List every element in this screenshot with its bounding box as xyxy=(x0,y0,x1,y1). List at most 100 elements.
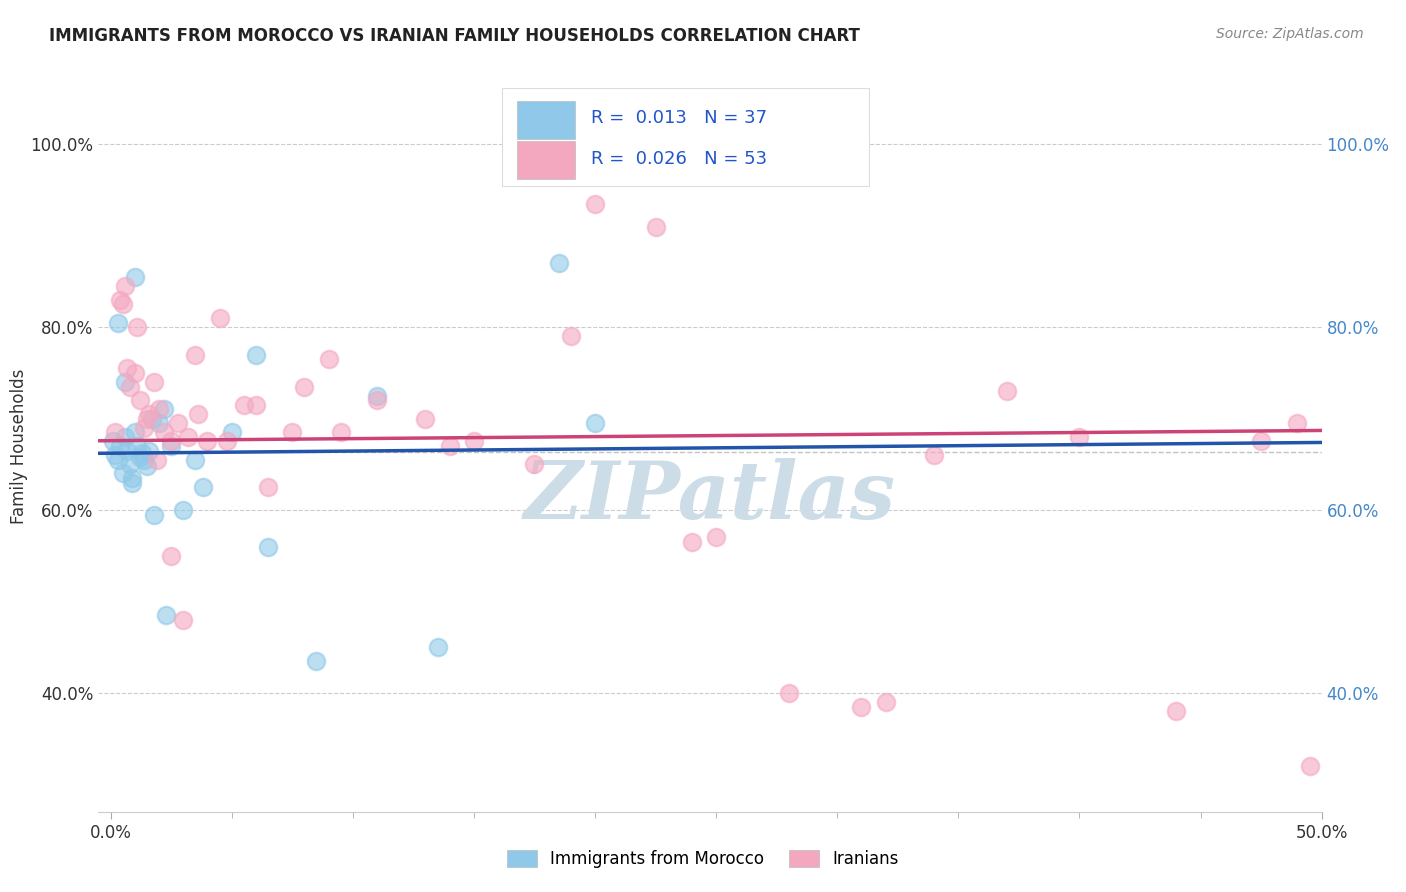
Point xyxy=(644,219,666,234)
Point xyxy=(135,459,157,474)
Point xyxy=(208,311,231,326)
Point xyxy=(1069,430,1091,444)
Point xyxy=(128,393,150,408)
Point xyxy=(104,448,127,462)
Point xyxy=(1286,416,1309,430)
Point xyxy=(172,613,194,627)
Point xyxy=(184,347,207,362)
Point xyxy=(1166,704,1188,718)
Point xyxy=(704,530,727,544)
FancyBboxPatch shape xyxy=(502,87,869,186)
Point xyxy=(131,446,153,460)
Point xyxy=(138,407,160,421)
Point xyxy=(155,608,177,623)
Point xyxy=(160,434,183,449)
Point xyxy=(148,416,170,430)
Point xyxy=(583,196,606,211)
Point xyxy=(104,425,127,440)
Point xyxy=(127,320,149,334)
Point xyxy=(875,695,897,709)
Point xyxy=(110,293,132,307)
Point xyxy=(366,393,388,408)
Point xyxy=(415,411,437,425)
Point xyxy=(167,416,190,430)
Text: IMMIGRANTS FROM MOROCCO VS IRANIAN FAMILY HOUSEHOLDS CORRELATION CHART: IMMIGRANTS FROM MOROCCO VS IRANIAN FAMIL… xyxy=(49,27,860,45)
Point xyxy=(107,316,129,330)
Point xyxy=(127,439,149,453)
Text: Source: ZipAtlas.com: Source: ZipAtlas.com xyxy=(1216,27,1364,41)
Point xyxy=(118,379,141,393)
Point xyxy=(197,434,219,449)
Point xyxy=(124,366,146,380)
Point xyxy=(118,457,141,471)
Point xyxy=(172,503,194,517)
Point xyxy=(215,434,238,449)
Point xyxy=(1250,434,1272,449)
Point xyxy=(1298,759,1320,773)
Point xyxy=(138,443,160,458)
Point xyxy=(583,416,606,430)
Point xyxy=(128,450,150,464)
Point xyxy=(184,452,207,467)
Point xyxy=(111,467,134,481)
Point xyxy=(305,654,328,668)
Point xyxy=(111,297,134,311)
Point xyxy=(153,425,176,440)
Point xyxy=(851,699,873,714)
Point xyxy=(114,279,136,293)
Point xyxy=(117,361,139,376)
Point xyxy=(257,480,280,494)
Point xyxy=(232,398,254,412)
Point xyxy=(141,411,163,425)
Point xyxy=(681,535,703,549)
Point xyxy=(114,430,136,444)
Point xyxy=(110,439,132,453)
Point xyxy=(145,452,167,467)
FancyBboxPatch shape xyxy=(517,101,575,139)
Point xyxy=(121,475,143,490)
Point xyxy=(121,471,143,485)
Point xyxy=(281,425,304,440)
Point xyxy=(124,269,146,284)
Y-axis label: Family Households: Family Households xyxy=(10,368,28,524)
Point xyxy=(101,434,124,449)
Point xyxy=(187,407,209,421)
Legend: Immigrants from Morocco, Iranians: Immigrants from Morocco, Iranians xyxy=(501,843,905,875)
Point xyxy=(547,256,569,270)
Point xyxy=(160,549,183,563)
Point xyxy=(143,375,166,389)
Point xyxy=(245,347,267,362)
Point xyxy=(134,452,156,467)
FancyBboxPatch shape xyxy=(517,141,575,179)
Text: R =  0.013   N = 37: R = 0.013 N = 37 xyxy=(592,110,768,128)
Point xyxy=(177,430,200,444)
Point xyxy=(124,425,146,440)
Text: ZIPatlas: ZIPatlas xyxy=(524,458,896,536)
Point xyxy=(160,439,183,453)
Point xyxy=(439,439,461,453)
Text: R =  0.026   N = 53: R = 0.026 N = 53 xyxy=(592,150,768,168)
Point xyxy=(221,425,243,440)
Point xyxy=(117,443,139,458)
Point xyxy=(135,411,157,425)
Point xyxy=(107,452,129,467)
Point xyxy=(318,352,340,367)
Point xyxy=(143,508,166,522)
Point xyxy=(114,375,136,389)
Point xyxy=(366,389,388,403)
Point xyxy=(191,480,214,494)
Point xyxy=(995,384,1018,398)
Point xyxy=(463,434,485,449)
Point xyxy=(560,329,582,343)
Point xyxy=(426,640,449,655)
Point xyxy=(245,398,267,412)
Point xyxy=(257,540,280,554)
Point xyxy=(922,448,945,462)
Point xyxy=(778,686,800,700)
Point xyxy=(329,425,352,440)
Point xyxy=(134,421,156,435)
Point xyxy=(153,402,176,417)
Point xyxy=(148,402,170,417)
Point xyxy=(523,457,546,471)
Point xyxy=(292,379,315,393)
